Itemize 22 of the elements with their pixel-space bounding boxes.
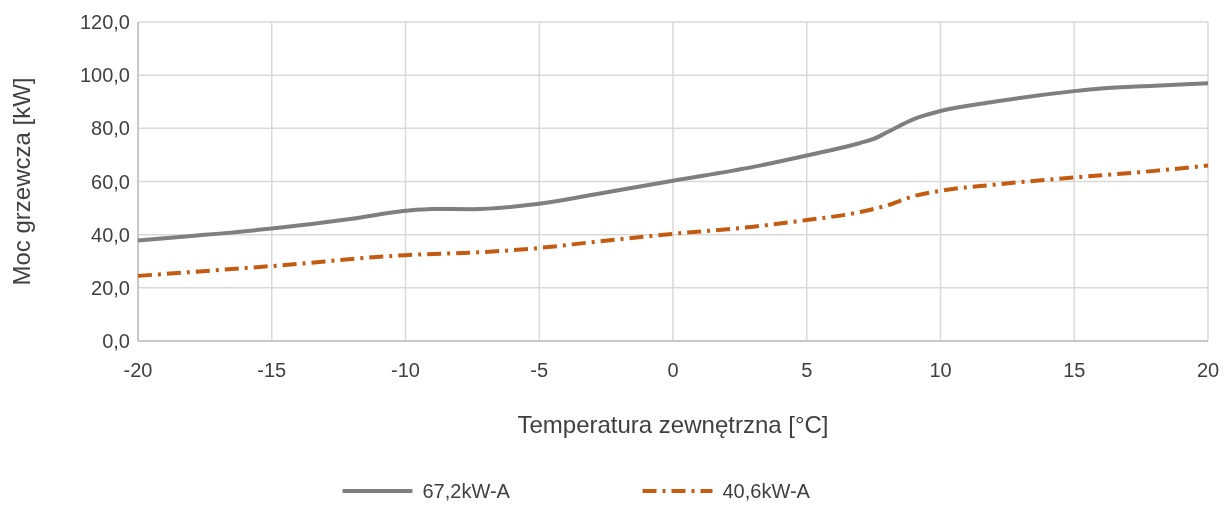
- y-tick-label: 100,0: [79, 64, 130, 87]
- line-series: [136, 81, 1210, 243]
- x-tick-label: 5: [801, 359, 813, 381]
- y-axis-title: Moc grzewcza [kW]: [8, 77, 35, 286]
- x-tick-label: 15: [1063, 359, 1086, 381]
- x-tick-label: 0: [667, 359, 679, 381]
- x-axis-title: Temperatura zewnętrzna [°C]: [517, 411, 829, 438]
- y-tick-label: 60,0: [91, 170, 130, 193]
- line-series: [136, 163, 1210, 278]
- y-tick-label: 120,0: [79, 11, 130, 33]
- x-tick-label: -15: [257, 359, 287, 381]
- y-tick-label: 40,0: [91, 223, 130, 246]
- x-tick-label: -5: [530, 359, 549, 381]
- y-tick-label: 80,0: [91, 117, 130, 140]
- x-tick-label: -10: [391, 359, 420, 381]
- x-tick-label: -20: [123, 359, 153, 381]
- y-tick-label: 0,0: [102, 330, 130, 352]
- legend-label: 67,2kW-A: [422, 480, 511, 502]
- y-tick-label: 20,0: [91, 276, 130, 299]
- legend-label: 40,6kW-A: [722, 480, 811, 502]
- x-tick-label: 10: [929, 359, 952, 381]
- x-tick-label: 20: [1196, 359, 1220, 381]
